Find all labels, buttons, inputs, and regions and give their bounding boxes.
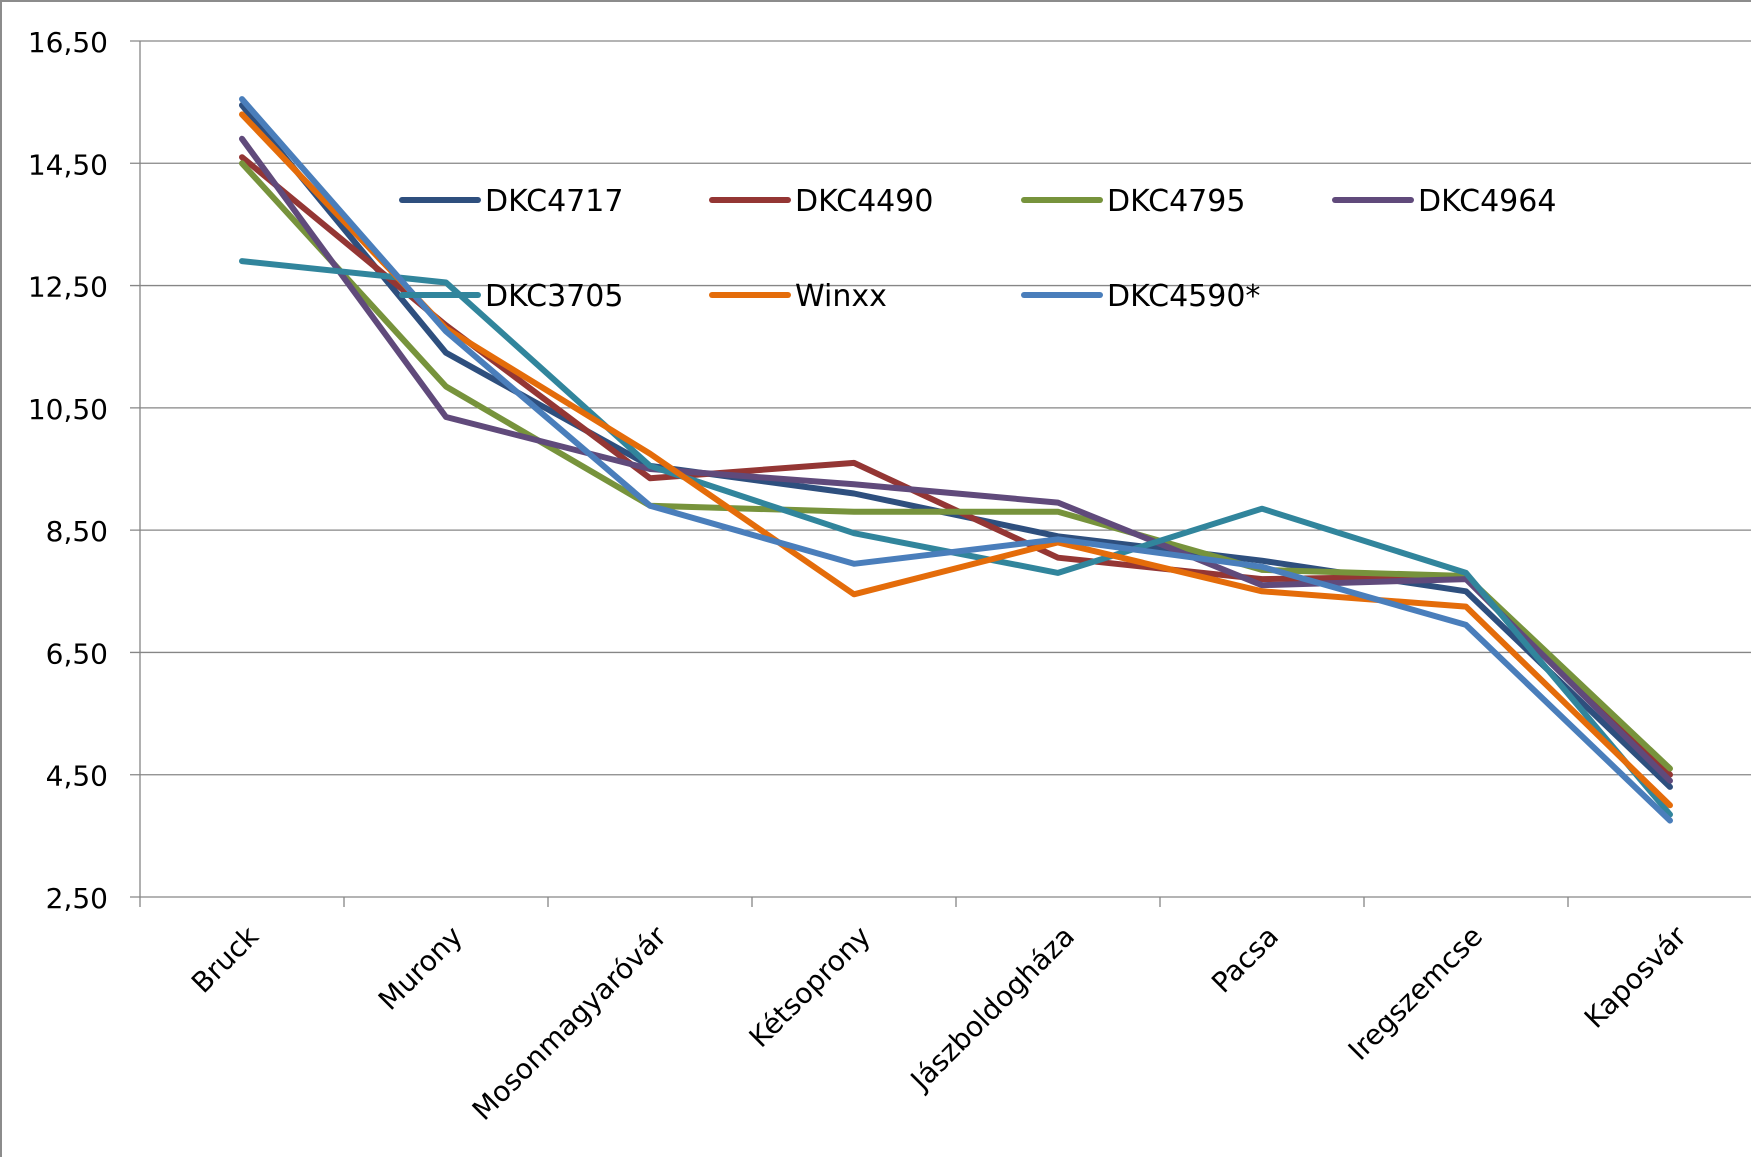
y-tick-label: 12,50 [28, 271, 108, 304]
x-tick-label: Kaposvár [1578, 919, 1693, 1034]
y-tick-label: 10,50 [28, 393, 108, 426]
y-axis: 2,50 4,50 6,50 8,50 10,50 12,50 14,50 16,50 [28, 26, 141, 915]
series-lines [239, 96, 1673, 824]
x-tick-label: Pacsa [1205, 920, 1285, 1000]
legend-label-dkc4490: DKC4490 [795, 184, 933, 219]
series-line-dkc4590 [239, 96, 1673, 824]
legend-label-dkc4717: DKC4717 [485, 184, 623, 219]
legend-label-dkc3705: DKC3705 [485, 279, 623, 314]
legend-label-dkc4964: DKC4964 [1418, 184, 1556, 219]
x-tick-label: Murony [372, 920, 469, 1017]
x-tick-label: Iregszemcse [1342, 920, 1489, 1067]
gridlines [130, 40, 1751, 898]
x-tick-label: Kétsoprony [743, 920, 877, 1054]
y-tick-label: 2,50 [46, 882, 108, 915]
y-tick-label: 16,50 [28, 26, 108, 59]
series-line-winxx [239, 111, 1673, 809]
y-tick-label: 14,50 [28, 148, 108, 181]
legend-label-dkc4795: DKC4795 [1107, 184, 1245, 219]
series-line-dkc4490 [239, 154, 1673, 778]
x-tick-label: Mosonmagyaróvár [466, 919, 673, 1126]
series-line-dkc4795 [239, 160, 1673, 772]
x-tick-label: Bruck [185, 919, 266, 1000]
x-tick-label: Jászboldogháza [903, 920, 1081, 1098]
legend-label-dkc4590: DKC4590* [1107, 279, 1260, 314]
y-tick-label: 6,50 [46, 637, 108, 670]
legend-label-winxx: Winxx [795, 279, 887, 314]
y-tick-label: 4,50 [46, 760, 108, 793]
y-tick-label: 8,50 [46, 515, 108, 548]
legend: DKC4717 DKC4490 DKC4795 DKC4964 DKC3705 Winxx… [399, 184, 1556, 314]
series-line-dkc4717 [239, 102, 1673, 790]
series-line-dkc4964 [239, 135, 1673, 784]
series-line-dkc3705 [239, 258, 1673, 818]
